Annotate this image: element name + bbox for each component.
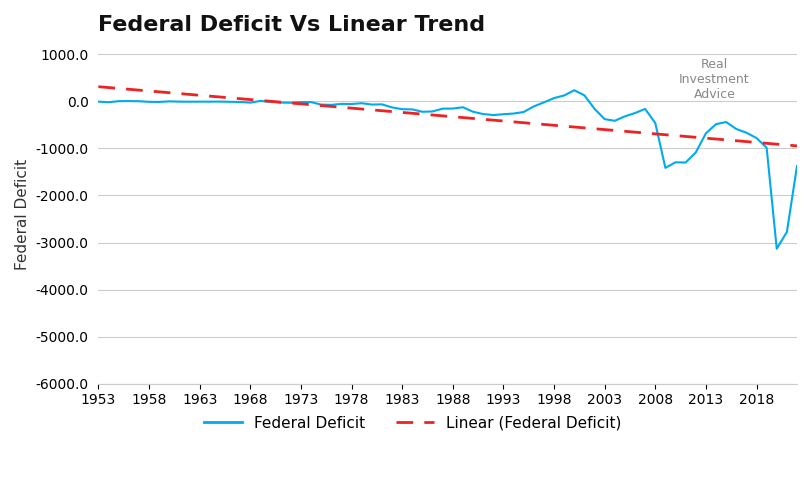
Text: Real
Investment
Advice: Real Investment Advice	[679, 58, 749, 101]
Legend: Federal Deficit, Linear (Federal Deficit): Federal Deficit, Linear (Federal Deficit…	[197, 410, 627, 437]
Text: Federal Deficit Vs Linear Trend: Federal Deficit Vs Linear Trend	[98, 15, 485, 35]
Y-axis label: Federal Deficit: Federal Deficit	[15, 159, 30, 270]
